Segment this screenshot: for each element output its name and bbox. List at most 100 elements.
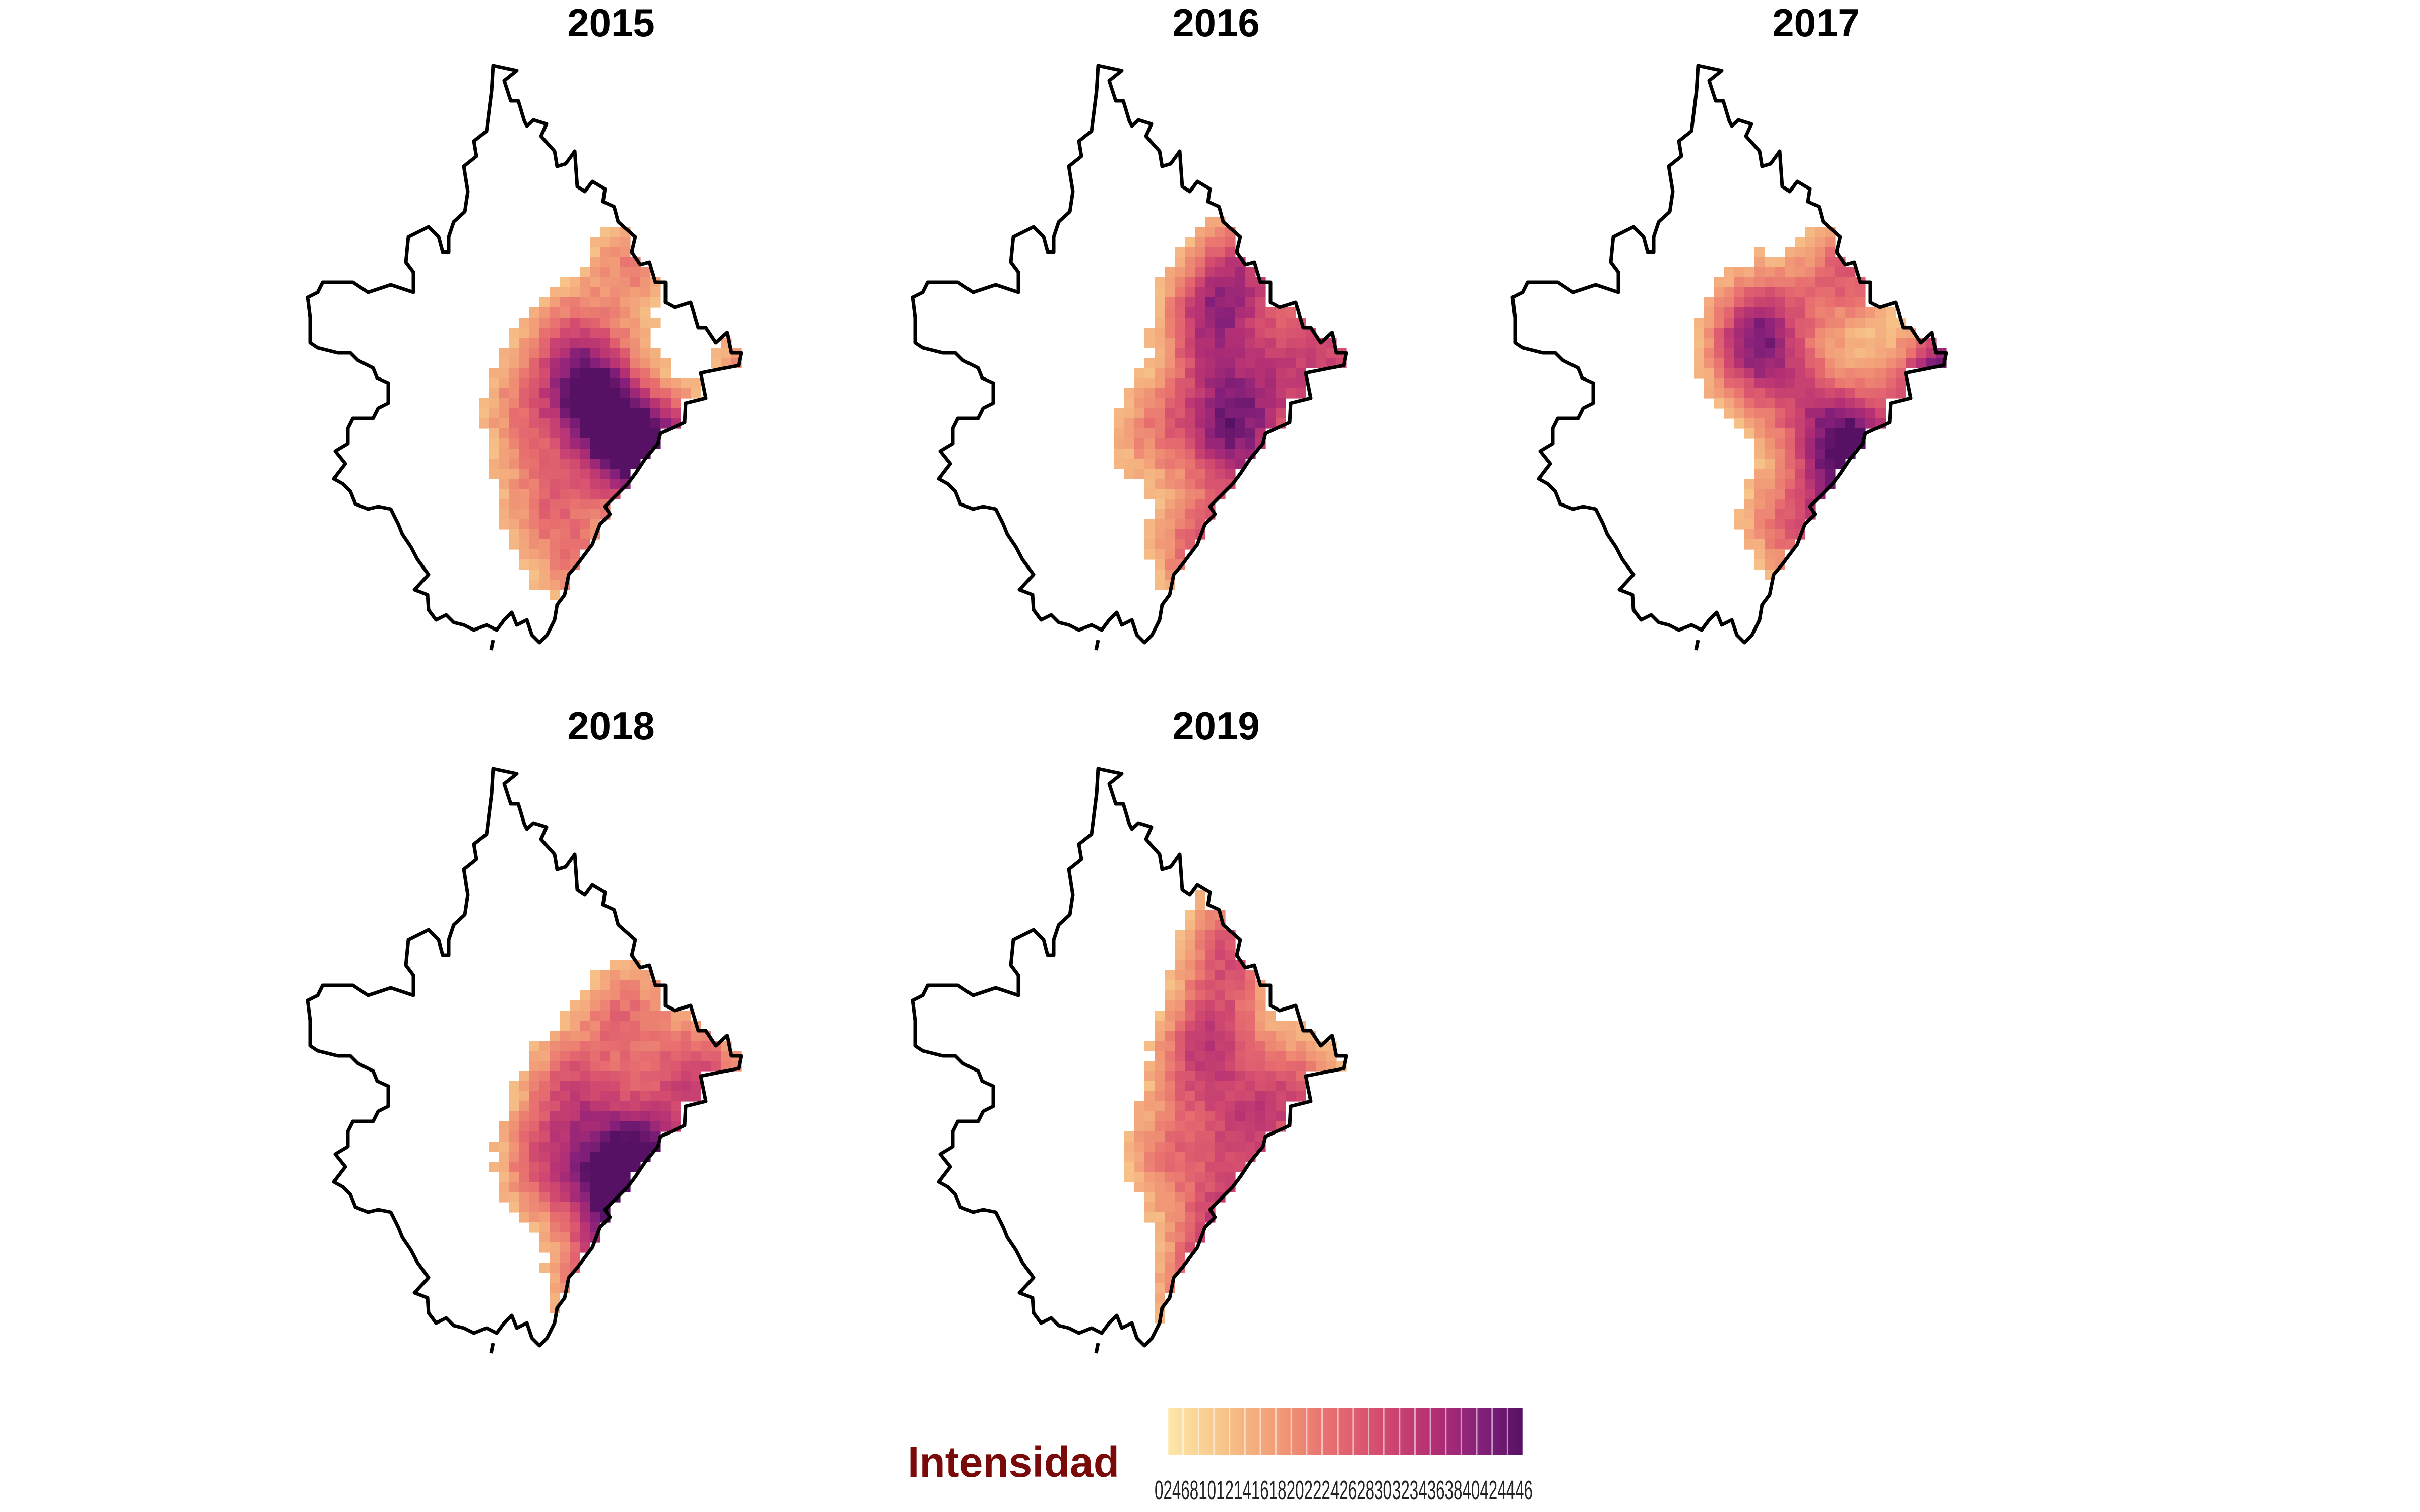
density-cell [1754,307,1765,318]
density-cell [1195,237,1205,247]
density-cell [1795,479,1805,489]
density-cell [1134,418,1145,429]
density-cell [650,1031,661,1041]
density-cell [650,1041,661,1051]
density-cell [600,1121,611,1132]
density-cell [1296,328,1306,338]
density-cell [590,287,600,298]
density-cell [1754,509,1765,520]
density-cell [539,1232,550,1243]
density-cell [1255,318,1266,328]
density-cell [1185,950,1195,961]
density-cell [1855,378,1866,389]
density-cell [1886,368,1896,379]
density-cell [1175,980,1185,991]
density-cell [620,1061,631,1072]
density-cell [1845,388,1856,399]
density-cell [1245,348,1256,358]
density-cell [1124,1131,1135,1142]
density-cell [630,267,641,278]
density-cell [1765,438,1775,449]
density-cell [1165,499,1175,510]
density-cell [509,338,520,348]
density-cell [539,307,550,318]
density-cell [1225,1071,1236,1082]
density-cell [1134,1121,1145,1132]
density-cell [519,499,530,510]
density-cell [610,1152,621,1162]
density-cell [590,277,600,288]
density-cell [519,338,530,348]
density-cell [1765,479,1775,489]
density-cell [1185,940,1195,951]
density-cell [1276,348,1286,358]
density-cell [550,509,560,520]
density-cell [509,1101,520,1112]
density-cell [539,418,550,429]
density-cell [1245,1131,1256,1142]
density-cell [1835,328,1846,338]
density-cell [1734,267,1745,278]
panel-title: 2017 [1772,1,1860,45]
density-cell [1815,307,1826,318]
density-cell [1724,287,1735,298]
density-cell [650,1071,661,1082]
density-cell [1265,1071,1276,1082]
density-cell [600,1011,611,1021]
density-cell [640,297,651,308]
density-cell [1714,368,1725,379]
density-cell [1775,348,1785,358]
density-cell [1245,428,1256,439]
density-cell [1165,1091,1175,1102]
density-cell [570,1061,580,1072]
density-cell [570,368,580,379]
density-cell [550,559,560,570]
density-cell [1316,348,1326,358]
density-cell [1175,459,1185,469]
density-cell [1165,1111,1175,1122]
density-cell [539,1192,550,1203]
density-cell [1155,328,1165,338]
density-cell [560,1091,570,1102]
boundary-fragment [1694,640,1700,651]
density-cell [1765,368,1775,379]
density-cell [1765,257,1775,268]
density-cell [509,1192,520,1203]
density-cell [1195,408,1205,419]
density-cell [529,499,540,510]
legend-bar-ticks [1167,1408,1524,1455]
density-cell [1734,277,1745,288]
density-cell [1235,287,1246,298]
density-cell [1205,1081,1216,1092]
density-cell [1775,368,1785,379]
density-cell [610,227,621,237]
density-cell [550,1091,560,1102]
density-cell [1124,459,1135,469]
density-cell [539,469,550,479]
density-cell [671,1091,681,1102]
density-cell [1185,1031,1195,1041]
density-cell [630,398,641,409]
density-cell [620,1172,631,1182]
density-cell [590,328,600,338]
density-cell [1185,277,1195,288]
density-cell [1155,529,1165,540]
density-cell [1805,398,1816,409]
density-cell [1185,1162,1195,1172]
density-cell [1155,1182,1165,1192]
density-cell [489,408,500,419]
density-cell [1195,1111,1205,1122]
density-cell [681,1051,691,1061]
density-cell [539,509,550,520]
density-cell [529,449,540,459]
density-cell [1155,519,1165,530]
density-cell [1265,418,1276,429]
density-cell [1205,1152,1216,1162]
density-cell [630,368,641,379]
density-cell [539,438,550,449]
density-cell [1825,469,1836,479]
density-cell [580,449,590,459]
density-cell [640,980,651,991]
density-cell [1205,920,1216,930]
density-cell [1694,358,1705,368]
